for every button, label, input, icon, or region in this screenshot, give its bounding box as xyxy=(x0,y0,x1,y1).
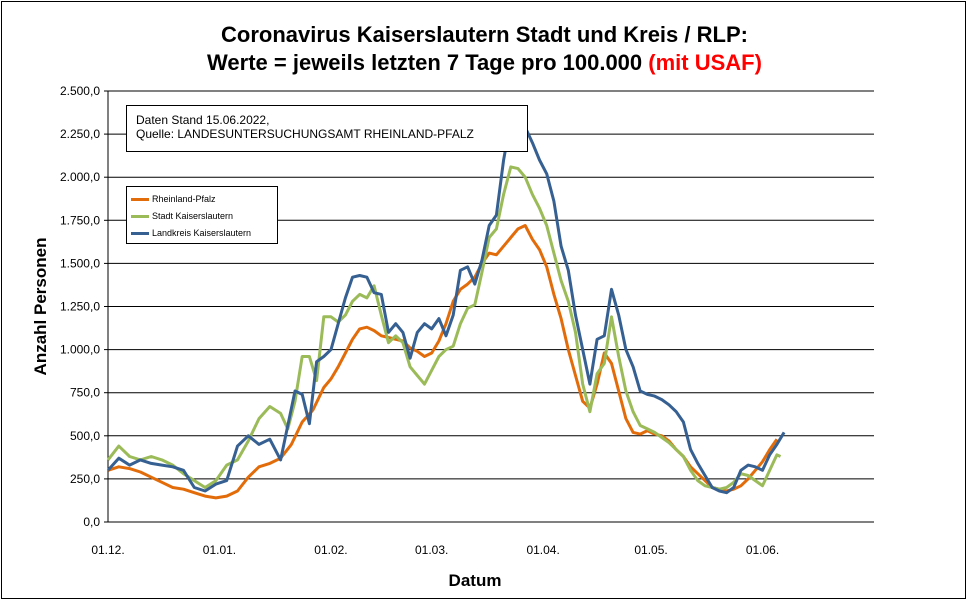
x-tick-label: 01.01. xyxy=(203,543,236,557)
y-tick-label: 1.000,0 xyxy=(60,343,100,357)
y-tick-label: 750,0 xyxy=(70,386,100,400)
chart-subtitle: Werte = jeweils letzten 7 Tage pro 100.0… xyxy=(0,50,969,76)
x-tick-label: 01.05. xyxy=(634,543,667,557)
data-date-text: Daten Stand 15.06.2022, xyxy=(136,113,270,127)
y-tick-label: 1.500,0 xyxy=(60,256,100,270)
x-tick-label: 01.06. xyxy=(746,543,779,557)
legend-item-kreis: Landkreis Kaiserslautern xyxy=(131,226,251,240)
y-tick-label: 250,0 xyxy=(70,472,100,486)
legend: Rheinland-Pfalz Stadt Kaiserslautern Lan… xyxy=(126,186,278,244)
legend-item-stadt: Stadt Kaiserslautern xyxy=(131,209,233,223)
x-tick-label: 01.03. xyxy=(415,543,448,557)
y-axis-label: Anzahl Personen xyxy=(31,238,50,376)
y-tick-label: 2.500,0 xyxy=(60,84,100,98)
y-tick-label: 1.250,0 xyxy=(60,300,100,314)
legend-item-rlp: Rheinland-Pfalz xyxy=(131,192,216,206)
y-tick-label: 500,0 xyxy=(70,429,100,443)
data-source-box: Daten Stand 15.06.2022, Quelle: LANDESUN… xyxy=(126,105,528,152)
legend-swatch-kreis xyxy=(131,232,149,236)
data-source-text: Quelle: LANDESUNTERSUCHUNGSAMT RHEINLAND… xyxy=(136,127,474,141)
y-tick-label: 2.000,0 xyxy=(60,170,100,184)
chart-title: Coronavirus Kaiserslautern Stadt und Kre… xyxy=(221,22,748,47)
legend-swatch-rlp xyxy=(131,198,149,202)
y-tick-label: 0,0 xyxy=(83,515,100,529)
legend-label-kreis: Landkreis Kaiserslautern xyxy=(152,228,252,238)
x-axis-label: Datum xyxy=(449,571,502,590)
subtitle-highlight: (mit USAF) xyxy=(648,50,762,75)
legend-label-rlp: Rheinland-Pfalz xyxy=(152,194,216,204)
series-line-stadt xyxy=(106,165,782,491)
x-tick-label: 01.12. xyxy=(91,543,124,557)
y-tick-label: 1.750,0 xyxy=(60,213,100,227)
x-tick-label: 01.02. xyxy=(314,543,347,557)
legend-swatch-stadt xyxy=(131,215,149,219)
x-tick-label: 01.04. xyxy=(526,543,559,557)
subtitle-main: Werte = jeweils letzten 7 Tage pro 100.0… xyxy=(207,50,643,75)
series-line-kreis xyxy=(106,118,786,495)
series-line-rlp xyxy=(107,224,779,500)
legend-label-stadt: Stadt Kaiserslautern xyxy=(152,211,234,221)
y-tick-label: 2.250,0 xyxy=(60,127,100,141)
